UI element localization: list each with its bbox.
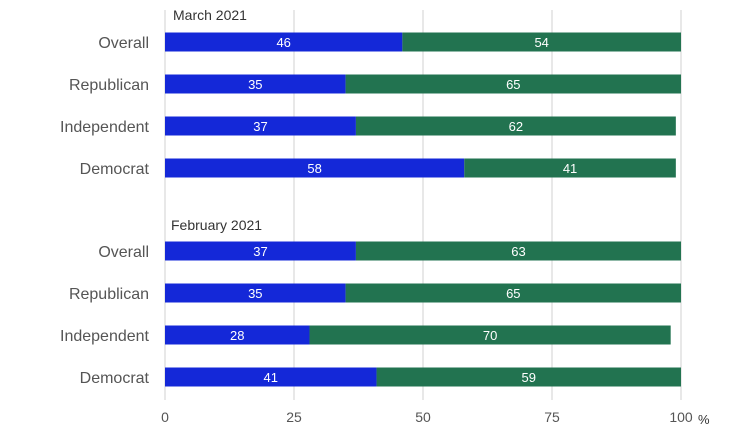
data-label: 62: [509, 119, 523, 134]
data-label: 65: [506, 77, 520, 92]
bar-segment: [165, 32, 403, 52]
x-tick-label: 25: [286, 409, 302, 425]
bar-segment: [165, 367, 377, 387]
bar-segment: [165, 116, 356, 136]
x-tick-label: 50: [415, 409, 431, 425]
data-label: 41: [563, 161, 577, 176]
x-tick-label: 75: [544, 409, 560, 425]
category-label: Democrat: [80, 370, 150, 387]
data-label: 37: [253, 119, 267, 134]
bar-segment: [402, 32, 681, 52]
data-label: 41: [264, 370, 278, 385]
data-label: 58: [307, 161, 321, 176]
bar-segment: [376, 367, 681, 387]
data-label: 35: [248, 286, 262, 301]
data-label: 28: [230, 328, 244, 343]
category-label: Overall: [98, 244, 149, 261]
bar-segment: [165, 158, 465, 178]
data-label: 70: [483, 328, 497, 343]
bar-segment: [464, 158, 676, 178]
bar-segment: [165, 325, 310, 345]
data-label: 54: [534, 35, 548, 50]
category-label: Independent: [60, 328, 150, 345]
category-label: Independent: [60, 119, 150, 136]
group-title: February 2021: [171, 217, 262, 233]
bars: [165, 32, 681, 387]
x-unit-label: %: [698, 412, 710, 426]
x-tick-label: 0: [161, 409, 169, 425]
bar-segment: [355, 241, 681, 261]
category-label: Overall: [98, 35, 149, 52]
x-axis: 0 25 50 75 100%: [161, 409, 710, 426]
bar-segment: [345, 283, 681, 303]
category-label: Republican: [69, 77, 149, 94]
category-label: Democrat: [80, 161, 150, 178]
bar-segment: [355, 116, 676, 136]
group-title: March 2021: [173, 7, 247, 23]
data-label: 63: [511, 244, 525, 259]
bar-segment: [165, 74, 346, 94]
bar-segment: [345, 74, 681, 94]
data-label: 59: [522, 370, 536, 385]
category-label: Republican: [69, 286, 149, 303]
data-label: 46: [276, 35, 290, 50]
data-label: 65: [506, 286, 520, 301]
bar-segment: [165, 241, 356, 261]
data-label: 35: [248, 77, 262, 92]
x-tick-label: 100: [669, 409, 693, 425]
labels: March 2021 Overall 46 54 Republican 35 65 Indep…: [60, 7, 577, 387]
bar-segment: [165, 283, 346, 303]
data-label: 37: [253, 244, 267, 259]
bar-segment: [309, 325, 671, 345]
